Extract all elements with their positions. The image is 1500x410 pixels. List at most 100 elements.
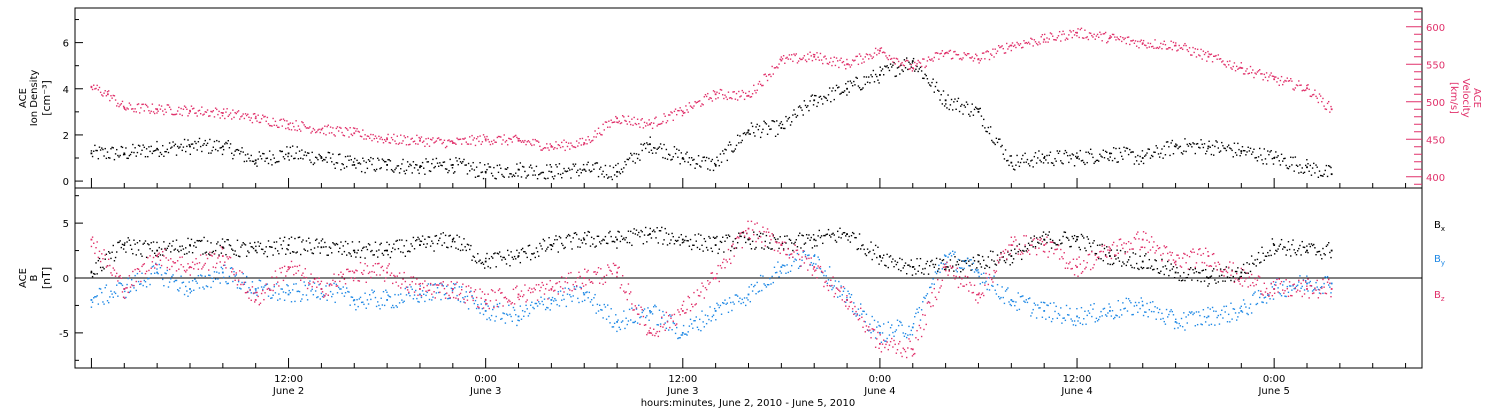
velocity-sample [129,104,132,106]
by-sample [105,284,108,286]
density-point [1306,166,1308,169]
velocity-sample [1139,40,1141,43]
density-sample [535,165,538,168]
bx-sample [896,261,899,264]
by-sample [1323,282,1325,285]
by-sample [516,324,518,327]
velocity-sample [1278,84,1280,86]
bx-sample [910,259,912,261]
velocity-sample [563,139,565,141]
density-sample [1229,147,1231,149]
bx-sample [242,241,244,244]
bx-sample [509,265,511,267]
by-sample [1280,295,1283,297]
density-sample [1165,141,1168,143]
velocity-sample [1191,54,1193,56]
bx-sample [170,251,172,253]
velocity-point [123,106,126,109]
by-sample [404,287,407,290]
velocity-sample [185,106,187,109]
velocity-sample [432,137,434,139]
density-sample [557,173,559,175]
velocity-sample [877,49,879,51]
density-sample [903,59,906,61]
bx-sample [682,241,685,243]
by-sample [379,308,381,310]
density-sample [677,156,679,158]
density-sample [525,177,527,179]
bx-point [649,233,651,235]
by-sample [610,308,612,310]
by-sample [496,303,499,306]
velocity-sample [241,115,243,117]
bx-sample [183,253,186,255]
bx-sample [1015,252,1017,255]
bx-sample [1022,249,1024,252]
density-sample [347,155,349,157]
density-sample [858,87,861,89]
bx-sample [1163,273,1165,276]
by-sample [1001,286,1003,288]
velocity-sample [268,124,271,127]
bz-sample [341,275,343,278]
density-sample [896,67,899,69]
density-sample [1306,159,1308,161]
field-tick-label: 5 [63,219,69,230]
by-sample [938,264,940,267]
density-sample [836,87,839,89]
density-sample [325,156,327,159]
bx-sample [1319,254,1322,256]
by-sample [250,292,252,294]
velocity-sample [300,130,302,132]
density-sample [759,136,762,139]
velocity-sample [932,60,934,62]
bx-sample [1099,244,1101,246]
by-sample [719,304,722,307]
bx-sample [1278,245,1280,247]
velocity-sample [603,129,605,131]
bx-sample [1206,276,1208,278]
bx-sample [864,253,866,255]
by-sample [1145,311,1147,313]
velocity-sample [1153,47,1155,50]
bx-sample [1023,250,1025,252]
density-sample [999,138,1001,140]
bx-sample [677,239,679,242]
by-sample [228,275,231,278]
velocity-point [386,138,389,141]
density-sample [98,146,101,148]
by-sample [1306,275,1308,277]
density-sample [388,159,390,161]
velocity-sample [1298,80,1300,82]
bx-sample [195,246,197,248]
velocity-sample [631,118,633,120]
density-sample [700,166,702,168]
velocity-sample [1319,95,1322,97]
velocity-sample [98,86,101,89]
bx-sample [444,234,447,237]
density-sample [726,159,729,162]
density-point [846,87,848,90]
bx-sample [1198,271,1200,274]
density-sample [596,162,599,164]
velocity-sample [1299,84,1301,86]
velocity-sample [387,133,389,136]
velocity-sample [351,134,354,137]
by-sample [1181,325,1184,328]
bz-sample [413,291,416,293]
bx-sample [162,254,164,256]
by-point [484,310,487,312]
bx-sample [1047,234,1049,236]
velocity-sample [1194,48,1197,50]
density-sample [604,164,607,167]
bx-sample [607,242,609,245]
bx-sample [827,228,830,231]
bz-sample [148,269,150,272]
density-sample [765,123,768,125]
by-sample [1239,307,1241,309]
density-sample [1237,142,1239,145]
bx-sample [736,241,739,244]
by-sample [130,279,133,281]
bx-sample [879,256,881,258]
bx-sample [644,226,647,229]
